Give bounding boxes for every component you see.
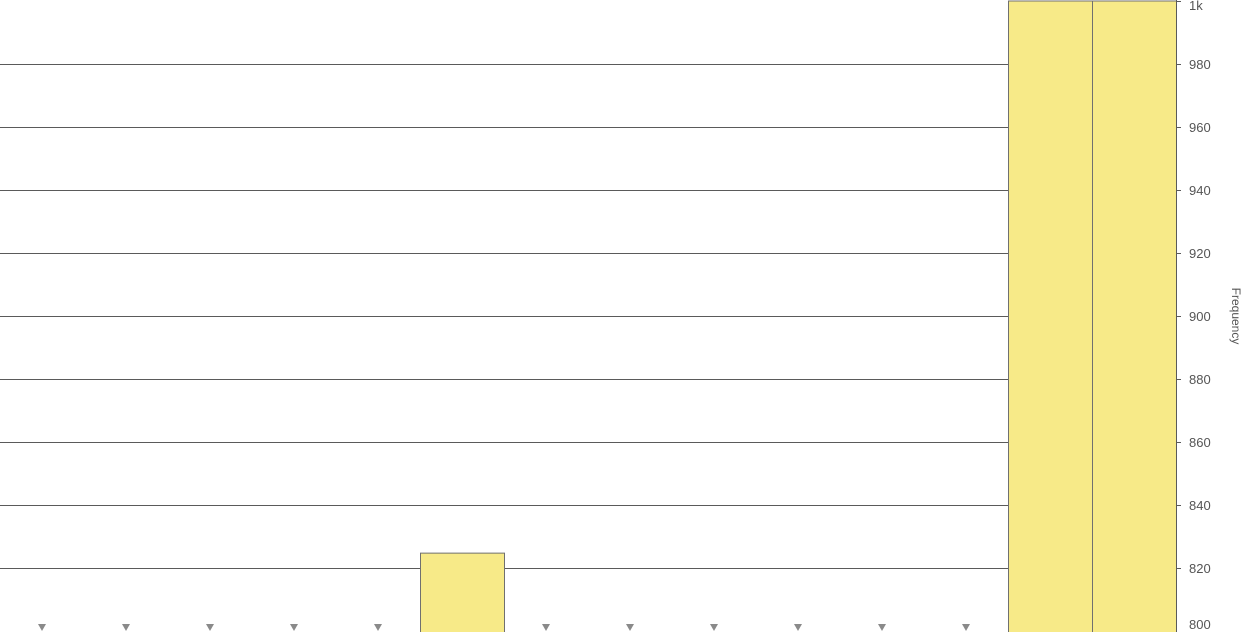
below-range-marker (962, 624, 970, 631)
y-tick-label: 1k (1189, 0, 1203, 13)
y-tick-label: 980 (1189, 57, 1211, 72)
grid-lines (0, 64, 1176, 569)
bar (1092, 0, 1177, 632)
y-tick-label: 900 (1189, 309, 1211, 324)
below-range-marker (290, 624, 298, 631)
y-tick-label: 860 (1189, 435, 1211, 450)
below-range-markers (38, 624, 970, 631)
y-axis-title: Frequency (1229, 288, 1243, 345)
below-range-marker (38, 624, 46, 631)
below-range-marker (878, 624, 886, 631)
y-tick-label: 880 (1189, 372, 1211, 387)
below-range-marker (626, 624, 634, 631)
bar (420, 552, 505, 632)
y-tick-label: 840 (1189, 498, 1211, 513)
below-range-marker (122, 624, 130, 631)
bars (420, 0, 1177, 632)
y-axis: 800 820 840 860 880 900 920 940 960 980 1k (1176, 0, 1211, 632)
below-range-marker (794, 624, 802, 631)
below-range-marker (542, 624, 550, 631)
y-tick-label: 920 (1189, 246, 1211, 261)
y-tick-label: 960 (1189, 120, 1211, 135)
y-tick-label: 820 (1189, 561, 1211, 576)
below-range-marker (710, 624, 718, 631)
below-range-marker (206, 624, 214, 631)
y-tick-label: 940 (1189, 183, 1211, 198)
bar (1008, 0, 1093, 632)
y-tick-label: 800 (1189, 617, 1211, 632)
below-range-marker (374, 624, 382, 631)
